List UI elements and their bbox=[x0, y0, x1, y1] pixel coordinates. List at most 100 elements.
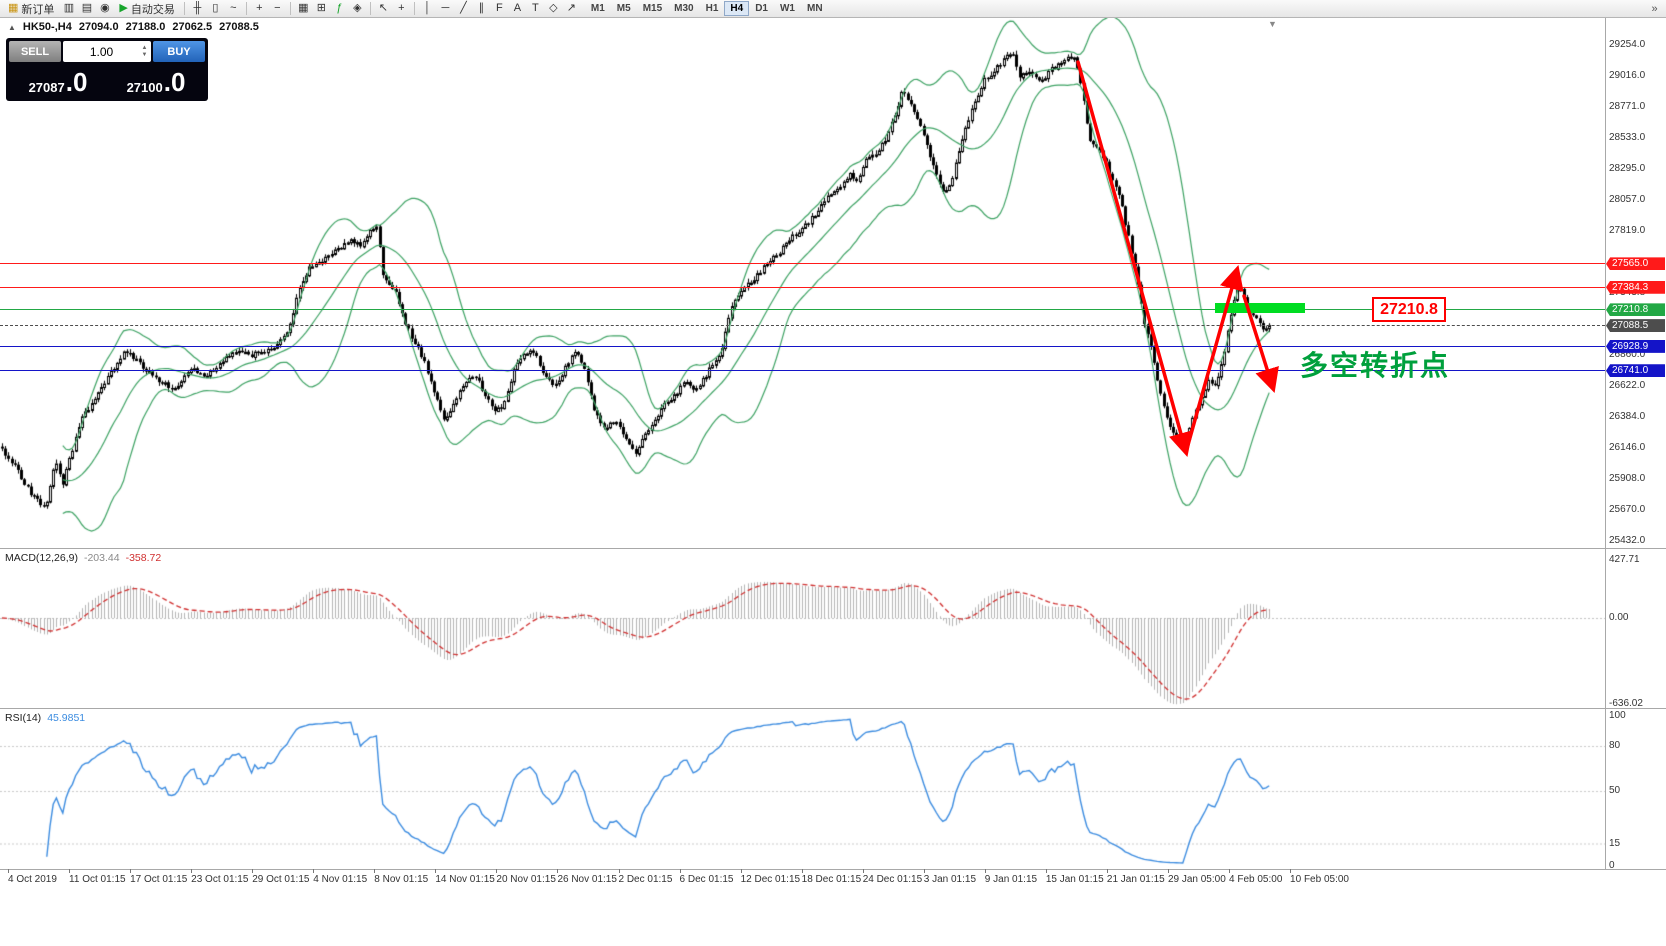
line-chart-icon[interactable]: ~ bbox=[225, 1, 242, 16]
time-axis-label: 29 Jan 05:00 bbox=[1167, 874, 1226, 885]
indicators-icon[interactable]: ƒ bbox=[331, 1, 348, 16]
buy-button[interactable]: BUY bbox=[153, 41, 205, 62]
toolbar-overflow-icon[interactable]: » bbox=[1651, 2, 1658, 15]
cursor-icon[interactable]: ↖ bbox=[375, 1, 392, 16]
new-order-icon: ▦ bbox=[8, 2, 19, 14]
timeframe-m1[interactable]: M1 bbox=[590, 3, 605, 14]
volume-up-icon[interactable]: ▲ bbox=[141, 44, 148, 51]
time-axis-label: 4 Feb 05:00 bbox=[1229, 874, 1283, 885]
time-axis-label: 2 Dec 01:15 bbox=[618, 874, 673, 885]
timeframe-mn[interactable]: MN bbox=[806, 3, 823, 14]
time-axis-label: 9 Jan 01:15 bbox=[984, 874, 1038, 885]
time-axis-label: 24 Dec 01:15 bbox=[862, 874, 923, 885]
zoom-in-icon[interactable]: + bbox=[251, 1, 268, 16]
macd-value: -203.44 bbox=[83, 552, 120, 564]
text-icon[interactable]: A bbox=[509, 1, 526, 16]
vertical-line-icon[interactable]: │ bbox=[419, 1, 436, 16]
tile-windows-icon: ▦ bbox=[298, 2, 309, 14]
new-order-button[interactable]: ▦ 新订单 bbox=[3, 1, 59, 16]
volume-input[interactable]: 1.00 ▲ ▼ bbox=[63, 41, 151, 62]
fibonacci-icon[interactable]: F bbox=[491, 1, 508, 16]
y-axis-label: 29016.0 bbox=[1609, 69, 1646, 81]
time-axis-label: 21 Jan 01:15 bbox=[1106, 874, 1165, 885]
timeframe-group: M1 M5 M15 M30 H1 H4 D1 W1 MN bbox=[585, 1, 829, 16]
chart-shift-marker-icon[interactable]: ▼ bbox=[1268, 19, 1277, 29]
trendline-icon[interactable]: ╱ bbox=[455, 1, 472, 16]
macd-panel-canvas[interactable] bbox=[0, 549, 1605, 707]
main-chart-canvas[interactable] bbox=[0, 18, 1605, 548]
pivot-point-label[interactable]: 多空转折点 bbox=[1300, 349, 1451, 382]
new-order-button-label: 新订单 bbox=[21, 3, 55, 16]
price-tag-label[interactable]: 27210.8 bbox=[1372, 297, 1446, 322]
one-click-toggle-icon[interactable]: ▲ bbox=[8, 22, 16, 32]
time-axis-label: 3 Jan 01:15 bbox=[923, 874, 977, 885]
timeframe-w1[interactable]: W1 bbox=[779, 3, 795, 14]
volume-down-icon[interactable]: ▼ bbox=[141, 51, 148, 58]
support-zone-highlight[interactable] bbox=[1215, 303, 1305, 313]
timeframe-m15[interactable]: M15 bbox=[642, 3, 663, 14]
toolbar-separator bbox=[245, 2, 247, 15]
buy-price-frac: .0 bbox=[163, 67, 186, 97]
ohlc-low: 27062.5 bbox=[172, 21, 213, 33]
panel-separator[interactable] bbox=[0, 708, 1666, 709]
rsi-title: RSI(14) bbox=[5, 712, 42, 724]
buy-price-main: 27100 bbox=[126, 80, 163, 95]
candlestick-chart-icon[interactable]: ▯ bbox=[207, 1, 224, 16]
y-axis-label: 28533.0 bbox=[1609, 132, 1646, 144]
y-axis-label: 26384.0 bbox=[1609, 411, 1646, 423]
time-axis-label: 18 Dec 01:15 bbox=[801, 874, 862, 885]
timeframe-h4[interactable]: H4 bbox=[724, 1, 750, 16]
new-chart-icon[interactable]: ⊞ bbox=[313, 1, 330, 16]
time-axis-label: 4 Nov 01:15 bbox=[313, 874, 368, 885]
time-axis-label: 20 Nov 01:15 bbox=[496, 874, 556, 885]
bar-chart-icon[interactable]: ╫ bbox=[189, 1, 206, 16]
templates-icon[interactable]: ◈ bbox=[349, 1, 366, 16]
rsi-panel-canvas[interactable] bbox=[0, 709, 1605, 869]
time-axis-label: 4 Oct 2019 bbox=[8, 874, 57, 885]
time-axis-label: 8 Nov 01:15 bbox=[374, 874, 429, 885]
chart-window-icon[interactable]: ▥ bbox=[60, 1, 77, 16]
one-click-trading-panel: SELL 1.00 ▲ ▼ BUY 27087.0 27100.0 bbox=[6, 38, 208, 101]
volume-value: 1.00 bbox=[89, 44, 114, 59]
timeframe-h1[interactable]: H1 bbox=[705, 3, 719, 14]
volume-spinner: ▲ ▼ bbox=[139, 45, 150, 59]
tile-windows-icon[interactable]: ▦ bbox=[295, 1, 312, 16]
sell-button[interactable]: SELL bbox=[9, 41, 61, 62]
timeframe-m30[interactable]: M30 bbox=[674, 3, 694, 14]
horizontal-line-icon[interactable]: ─ bbox=[437, 1, 454, 16]
arrow-object-icon[interactable]: ↗ bbox=[563, 1, 580, 16]
sell-price-main: 27087 bbox=[28, 80, 65, 95]
price-level-badge: 26928.9 bbox=[1606, 339, 1665, 353]
auto-trading-button-label: 自动交易 bbox=[130, 3, 175, 16]
equidistant-channel-icon[interactable]: ∥ bbox=[473, 1, 490, 16]
vertical-line-icon: │ bbox=[423, 2, 431, 14]
macd-axis-label: 0.00 bbox=[1609, 612, 1629, 623]
y-axis-label: 26146.0 bbox=[1609, 441, 1646, 453]
shapes-icon: ◇ bbox=[549, 2, 558, 14]
profiles-icon[interactable]: ▤ bbox=[78, 1, 95, 16]
auto-trading-button[interactable]: ▶ 自动交易 bbox=[114, 1, 179, 16]
data-window-icon[interactable]: ◉ bbox=[96, 1, 113, 16]
zoom-out-icon[interactable]: − bbox=[269, 1, 286, 16]
templates-icon: ◈ bbox=[353, 2, 362, 14]
sell-price-frac: .0 bbox=[65, 67, 88, 97]
ohlc-close: 27088.5 bbox=[219, 21, 259, 33]
rsi-value: 45.9851 bbox=[47, 712, 86, 724]
crosshair-icon[interactable]: + bbox=[393, 1, 410, 16]
time-axis-label: 26 Nov 01:15 bbox=[557, 874, 617, 885]
buy-price[interactable]: 27100.0 bbox=[107, 62, 205, 98]
y-axis-label: 27343.8 bbox=[1609, 286, 1646, 298]
timeframe-d1[interactable]: D1 bbox=[755, 3, 768, 14]
label-icon[interactable]: T bbox=[527, 1, 544, 16]
price-level-badge: 26741.0 bbox=[1606, 364, 1665, 378]
toolbar: ▦ 新订单 ▥ ▤ ◉ ▶ 自动交易 ╫ ▯ ~ + − ▦ ⊞ ƒ ◈ ↖ + │ ─ ╱ ∥ F A T ◇ ↗ M1 M5 M15 M… bbox=[0, 0, 1666, 18]
shapes-icon[interactable]: ◇ bbox=[545, 1, 562, 16]
time-axis-label: 15 Jan 01:15 bbox=[1045, 874, 1104, 885]
sell-price[interactable]: 27087.0 bbox=[9, 62, 107, 98]
horizontal-line-icon: ─ bbox=[441, 2, 450, 14]
panel-separator[interactable] bbox=[0, 869, 1666, 870]
new-chart-icon: ⊞ bbox=[316, 2, 326, 14]
timeframe-m5[interactable]: M5 bbox=[616, 3, 631, 14]
panel-separator[interactable] bbox=[0, 548, 1666, 549]
zoom-in-icon: + bbox=[256, 2, 263, 14]
